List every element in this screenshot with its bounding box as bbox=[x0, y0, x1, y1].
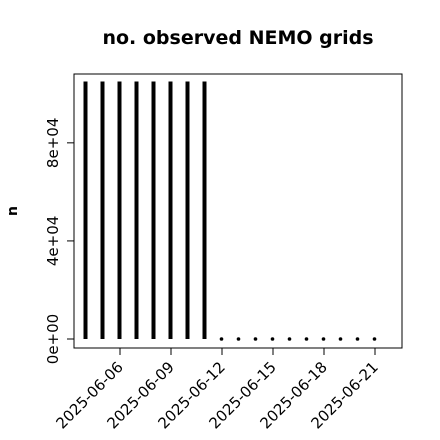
point-2025-06-12 bbox=[219, 337, 224, 341]
point-2025-06-19 bbox=[338, 337, 343, 341]
point-2025-06-14 bbox=[253, 337, 258, 341]
y-axis-label: n bbox=[5, 206, 21, 216]
y-tick-label-1: 4e+04 bbox=[44, 216, 62, 266]
bars-group bbox=[83, 81, 377, 341]
point-2025-06-21 bbox=[372, 337, 377, 341]
chart-title: no. observed NEMO grids bbox=[102, 27, 373, 49]
point-2025-06-16 bbox=[287, 337, 292, 341]
point-2025-06-20 bbox=[355, 337, 360, 341]
point-2025-06-15 bbox=[270, 337, 275, 341]
y-axis: 0e+00 4e+04 8e+04 bbox=[44, 118, 74, 364]
point-2025-06-17 bbox=[304, 337, 309, 341]
point-2025-06-13 bbox=[236, 337, 241, 341]
plot-frame bbox=[73, 73, 403, 349]
y-tick-label-2: 8e+04 bbox=[44, 118, 62, 168]
x-axis: 2025-06-062025-06-092025-06-122025-06-15… bbox=[52, 348, 382, 432]
y-tick-label-0: 0e+00 bbox=[44, 314, 62, 364]
point-2025-06-18 bbox=[321, 337, 326, 341]
